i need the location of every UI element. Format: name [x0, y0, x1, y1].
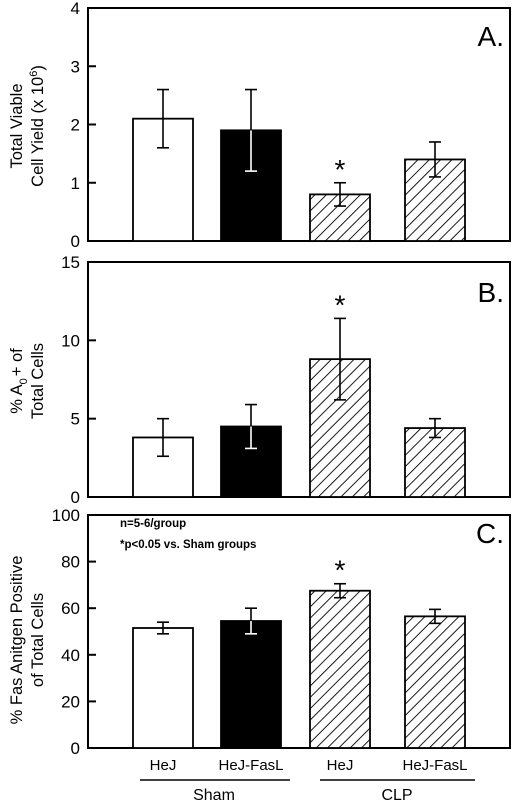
panel-c-bar-sham-hej-fasl	[220, 620, 282, 749]
panel-b-significance-clp-hej: *	[335, 289, 346, 320]
panel-c-significance-clp-hej: *	[335, 555, 346, 586]
panel-c-annotation-n: n=5-6/group	[120, 518, 186, 530]
panel-a-significance-clp-hej: *	[335, 154, 346, 185]
panel-c-ylabel: % Fas Anitgen Positive of Total Cells	[8, 556, 47, 725]
panel-b-ylabel-line1: % A0+ of	[8, 348, 30, 414]
x-axis-labels: HeJ HeJ-FasL HeJ HeJ-FasL Sham CLP	[140, 757, 475, 804]
panel-b-ylabel: % A0+ of Total Cells	[8, 343, 47, 419]
panel-c-annotation-p: *p<0.05 vs. Sham groups	[120, 539, 256, 551]
panel-c-letter: C.	[476, 518, 504, 549]
x-label-clp-hej-fasl: HeJ-FasL	[402, 757, 467, 774]
panel-a-ylabel-line2: Cell Yield (x 106)	[28, 65, 47, 187]
panel-c-ylabel-line1: % Fas Anitgen Positive	[8, 556, 26, 725]
panel-c-ytick-label-0: 0	[71, 739, 80, 758]
panel-b-ytick-label-3: 15	[61, 253, 80, 272]
group-label-sham: Sham	[193, 787, 235, 804]
panel-c-bar-clp-hej-fasl	[404, 615, 466, 749]
x-label-sham-hej: HeJ	[150, 757, 177, 774]
panel-b-frame	[87, 261, 511, 498]
panel-b-ytick-label-2: 10	[61, 331, 80, 350]
panel-a-letter: A.	[478, 21, 504, 52]
panel-a-ytick-label-1: 1	[71, 174, 80, 193]
panel-c-bar-sham-hej	[132, 627, 194, 749]
x-label-sham-hej-fasl: HeJ-FasL	[218, 757, 283, 774]
panel-c-ylabel-line2: of Total Cells	[29, 593, 47, 687]
panel-b-ylabel-line2: Total Cells	[29, 343, 47, 419]
panel-a-ytick-label-0: 0	[71, 232, 80, 251]
panel-a-ytick-label-4: 4	[71, 0, 80, 18]
panel-c-ytick-label-5: 100	[52, 506, 80, 525]
panel-b-letter: B.	[478, 277, 504, 308]
panel-c-ytick-label-4: 80	[61, 553, 80, 572]
panel-c-ytick-label-1: 20	[61, 692, 80, 711]
panel-c-ytick-label-2: 40	[61, 646, 80, 665]
panel-a-ylabel: Total Viable Cell Yield (x 106)	[8, 65, 47, 187]
panel-a: Total Viable Cell Yield (x 106) A. 0 1 2 3 4…	[8, 0, 511, 251]
panel-b-ytick-label-0: 0	[71, 488, 80, 507]
panel-c-ytick-label-3: 60	[61, 599, 80, 618]
panel-c: % Fas Anitgen Positive of Total Cells C.…	[8, 506, 511, 758]
panel-b: % A0+ of Total Cells B. 0 5 10 15 *	[8, 253, 511, 507]
panel-b-ytick-label-1: 5	[71, 410, 80, 429]
panel-b-bar-clp-hej-fasl	[404, 427, 466, 498]
x-label-clp-hej: HeJ	[327, 757, 354, 774]
panel-c-bar-clp-hej	[309, 589, 371, 749]
panel-a-ytick-label-3: 3	[71, 57, 80, 76]
group-label-clp: CLP	[381, 787, 412, 804]
panel-a-ylabel-line1: Total Viable	[8, 83, 26, 168]
panel-a-ytick-label-2: 2	[71, 116, 80, 135]
panel-c-frame	[87, 514, 511, 749]
